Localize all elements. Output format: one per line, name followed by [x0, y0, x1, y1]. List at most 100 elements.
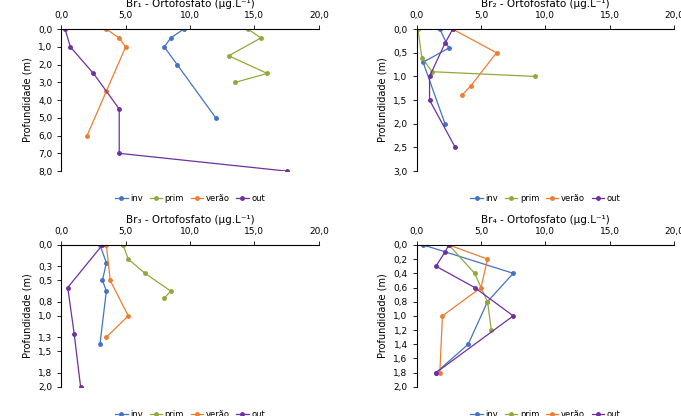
- prim: [445, 243, 453, 248]
- verão: [102, 27, 110, 32]
- out: [283, 168, 291, 173]
- verão: [102, 89, 110, 94]
- Line: prim: prim: [227, 27, 269, 84]
- out: [99, 243, 107, 248]
- Line: inv: inv: [98, 243, 108, 346]
- Line: out: out: [63, 27, 288, 173]
- verão: [492, 50, 501, 55]
- Legend: inv, prim, verão, out: inv, prim, verão, out: [467, 407, 624, 416]
- Line: out: out: [428, 27, 457, 149]
- inv: [167, 35, 175, 40]
- out: [441, 41, 449, 46]
- prim: [417, 55, 426, 60]
- out: [66, 45, 74, 50]
- Line: out: out: [434, 243, 515, 374]
- out: [61, 27, 69, 32]
- verão: [436, 370, 444, 375]
- Title: Br₁ - Ortofosfato (µg.L⁻¹): Br₁ - Ortofosfato (µg.L⁻¹): [126, 0, 255, 9]
- verão: [449, 27, 457, 32]
- prim: [225, 53, 233, 58]
- out: [89, 71, 97, 76]
- inv: [445, 46, 453, 51]
- inv: [180, 27, 188, 32]
- Y-axis label: Profundidade (m): Profundidade (m): [22, 274, 33, 358]
- Legend: inv, prim, verão, out: inv, prim, verão, out: [112, 407, 268, 416]
- verão: [115, 35, 123, 40]
- inv: [419, 60, 427, 65]
- prim: [160, 296, 168, 301]
- out: [426, 98, 434, 103]
- inv: [432, 370, 440, 375]
- verão: [83, 133, 91, 138]
- Line: inv: inv: [163, 27, 217, 119]
- prim: [471, 271, 479, 276]
- prim: [257, 35, 265, 40]
- Title: Br₄ - Ortofosfato (µg.L⁻¹): Br₄ - Ortofosfato (µg.L⁻¹): [481, 215, 609, 225]
- inv: [419, 243, 427, 248]
- inv: [436, 27, 444, 32]
- inv: [160, 45, 168, 50]
- Line: prim: prim: [416, 27, 537, 78]
- Line: verão: verão: [438, 243, 489, 374]
- Line: verão: verão: [105, 243, 130, 339]
- prim: [167, 289, 175, 294]
- verão: [124, 313, 132, 318]
- prim: [488, 327, 496, 332]
- Y-axis label: Profundidade (m): Profundidade (m): [378, 274, 388, 358]
- inv: [441, 121, 449, 126]
- verão: [106, 278, 114, 283]
- out: [441, 250, 449, 255]
- out: [70, 331, 78, 336]
- Legend: inv, prim, verão, out: inv, prim, verão, out: [112, 191, 268, 207]
- out: [452, 145, 460, 150]
- Title: Br₃ - Ortofosfato (µg.L⁻¹): Br₃ - Ortofosfato (µg.L⁻¹): [126, 215, 255, 225]
- out: [426, 74, 434, 79]
- prim: [484, 299, 492, 304]
- out: [115, 151, 123, 156]
- prim: [264, 71, 272, 76]
- verão: [439, 313, 447, 318]
- out: [432, 264, 440, 269]
- verão: [122, 45, 130, 50]
- inv: [96, 243, 104, 248]
- Line: inv: inv: [422, 243, 515, 374]
- out: [76, 384, 84, 389]
- Y-axis label: Profundidade (m): Profundidade (m): [378, 58, 388, 142]
- Line: inv: inv: [422, 27, 451, 126]
- verão: [102, 335, 110, 340]
- out: [115, 106, 123, 111]
- Line: prim: prim: [447, 243, 493, 332]
- inv: [99, 278, 107, 283]
- verão: [477, 285, 485, 290]
- Line: verão: verão: [85, 27, 127, 137]
- inv: [212, 115, 220, 120]
- inv: [173, 62, 181, 67]
- verão: [484, 257, 492, 262]
- verão: [466, 84, 475, 89]
- prim: [141, 271, 149, 276]
- out: [471, 285, 479, 290]
- inv: [509, 271, 518, 276]
- out: [509, 313, 518, 318]
- inv: [96, 342, 104, 347]
- out: [432, 370, 440, 375]
- Line: prim: prim: [121, 243, 172, 300]
- Legend: inv, prim, verão, out: inv, prim, verão, out: [467, 191, 624, 207]
- out: [449, 27, 457, 32]
- prim: [231, 80, 239, 85]
- Y-axis label: Profundidade (m): Profundidade (m): [22, 58, 33, 142]
- out: [63, 285, 72, 290]
- inv: [102, 289, 110, 294]
- prim: [531, 74, 539, 79]
- prim: [428, 69, 437, 74]
- verão: [445, 243, 453, 248]
- out: [445, 243, 453, 248]
- prim: [124, 257, 132, 262]
- prim: [414, 27, 422, 32]
- Line: verão: verão: [451, 27, 498, 97]
- Title: Br₂ - Ortofosfato (µg.L⁻¹): Br₂ - Ortofosfato (µg.L⁻¹): [481, 0, 609, 9]
- verão: [102, 243, 110, 248]
- inv: [484, 299, 492, 304]
- prim: [244, 27, 252, 32]
- inv: [464, 342, 472, 347]
